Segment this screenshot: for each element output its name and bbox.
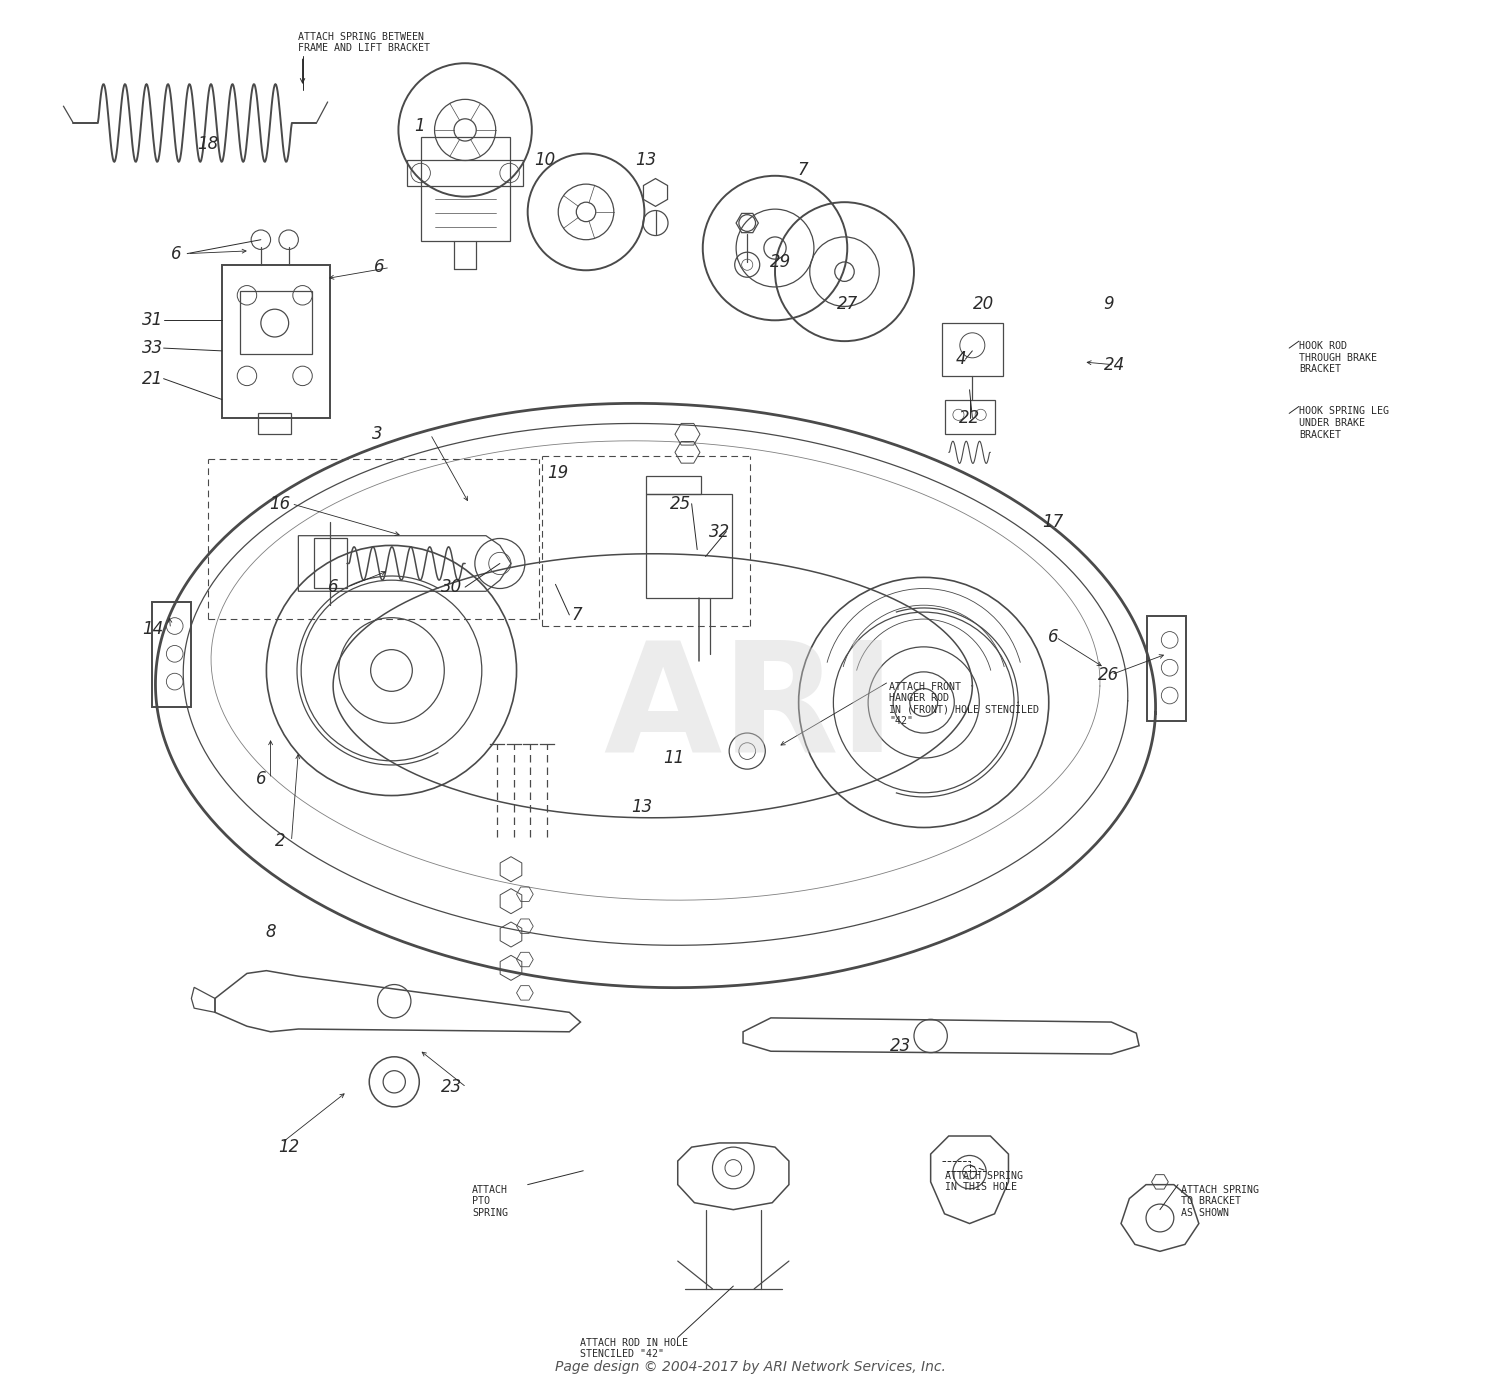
Text: 8: 8 (266, 922, 276, 940)
Text: 6: 6 (1047, 629, 1058, 647)
Text: 33: 33 (142, 339, 164, 357)
Text: 6: 6 (374, 259, 384, 277)
Bar (942, 323, 1004, 376)
Text: HOOK ROD
THROUGH BRAKE
BRACKET: HOOK ROD THROUGH BRAKE BRACKET (1299, 341, 1377, 374)
Text: 22: 22 (958, 409, 980, 427)
Text: 2: 2 (274, 832, 285, 850)
Text: 23: 23 (441, 1078, 462, 1096)
Text: 7: 7 (572, 606, 582, 625)
Text: 11: 11 (663, 748, 684, 766)
Text: ATTACH
PTO
SPRING: ATTACH PTO SPRING (472, 1185, 508, 1219)
Text: 18: 18 (198, 135, 219, 153)
Text: 4: 4 (956, 351, 966, 369)
Text: 21: 21 (142, 370, 164, 388)
Text: ARI: ARI (603, 634, 897, 785)
Text: ATTACH ROD IN HOLE
STENCILED "42": ATTACH ROD IN HOLE STENCILED "42" (580, 1338, 688, 1359)
Text: ATTACH SPRING
IN THIS HOLE: ATTACH SPRING IN THIS HOLE (945, 1171, 1023, 1192)
Text: 1: 1 (414, 117, 424, 135)
Text: 25: 25 (670, 495, 692, 513)
Bar (153, 602, 192, 707)
Text: 9: 9 (1102, 295, 1114, 313)
Text: 29: 29 (770, 253, 790, 271)
Text: Page design © 2004-2017 by ARI Network Services, Inc.: Page design © 2004-2017 by ARI Network S… (555, 1359, 945, 1374)
Text: 10: 10 (534, 152, 555, 170)
Text: 6: 6 (328, 579, 339, 597)
Text: 7: 7 (798, 161, 808, 179)
Text: 6: 6 (255, 769, 266, 787)
Bar (222, 264, 330, 417)
Text: 3: 3 (372, 426, 382, 444)
Text: 14: 14 (142, 620, 164, 638)
Bar (945, 399, 994, 434)
Text: 27: 27 (837, 295, 858, 313)
Text: 26: 26 (1098, 666, 1119, 683)
Text: 24: 24 (1104, 356, 1125, 374)
Text: ATTACH SPRING
TO BRACKET
AS SHOWN: ATTACH SPRING TO BRACKET AS SHOWN (1180, 1185, 1258, 1219)
Text: 17: 17 (1042, 513, 1064, 531)
Text: 13: 13 (634, 152, 657, 170)
Text: ATTACH SPRING BETWEEN
FRAME AND LIFT BRACKET: ATTACH SPRING BETWEEN FRAME AND LIFT BRA… (298, 32, 430, 53)
Text: 16: 16 (270, 495, 291, 513)
Bar (314, 538, 346, 588)
Bar (406, 160, 524, 185)
Text: 23: 23 (890, 1036, 910, 1054)
Text: 12: 12 (278, 1138, 300, 1156)
Bar (646, 494, 732, 598)
Text: 31: 31 (142, 312, 164, 330)
Text: 6: 6 (171, 245, 182, 263)
Text: 32: 32 (710, 523, 730, 541)
Bar (420, 136, 510, 241)
Text: ATTACH FRONT
HANGER ROD
IN (FRONT) HOLE STENCILED
"42": ATTACH FRONT HANGER ROD IN (FRONT) HOLE … (890, 682, 1040, 726)
Text: 19: 19 (548, 465, 568, 483)
Text: 20: 20 (974, 295, 994, 313)
Text: 13: 13 (632, 797, 652, 815)
Bar (1148, 616, 1186, 721)
Bar (240, 291, 312, 353)
Text: HOOK SPRING LEG
UNDER BRAKE
BRACKET: HOOK SPRING LEG UNDER BRAKE BRACKET (1299, 406, 1389, 440)
Bar (258, 413, 291, 434)
Text: 30: 30 (441, 579, 462, 597)
